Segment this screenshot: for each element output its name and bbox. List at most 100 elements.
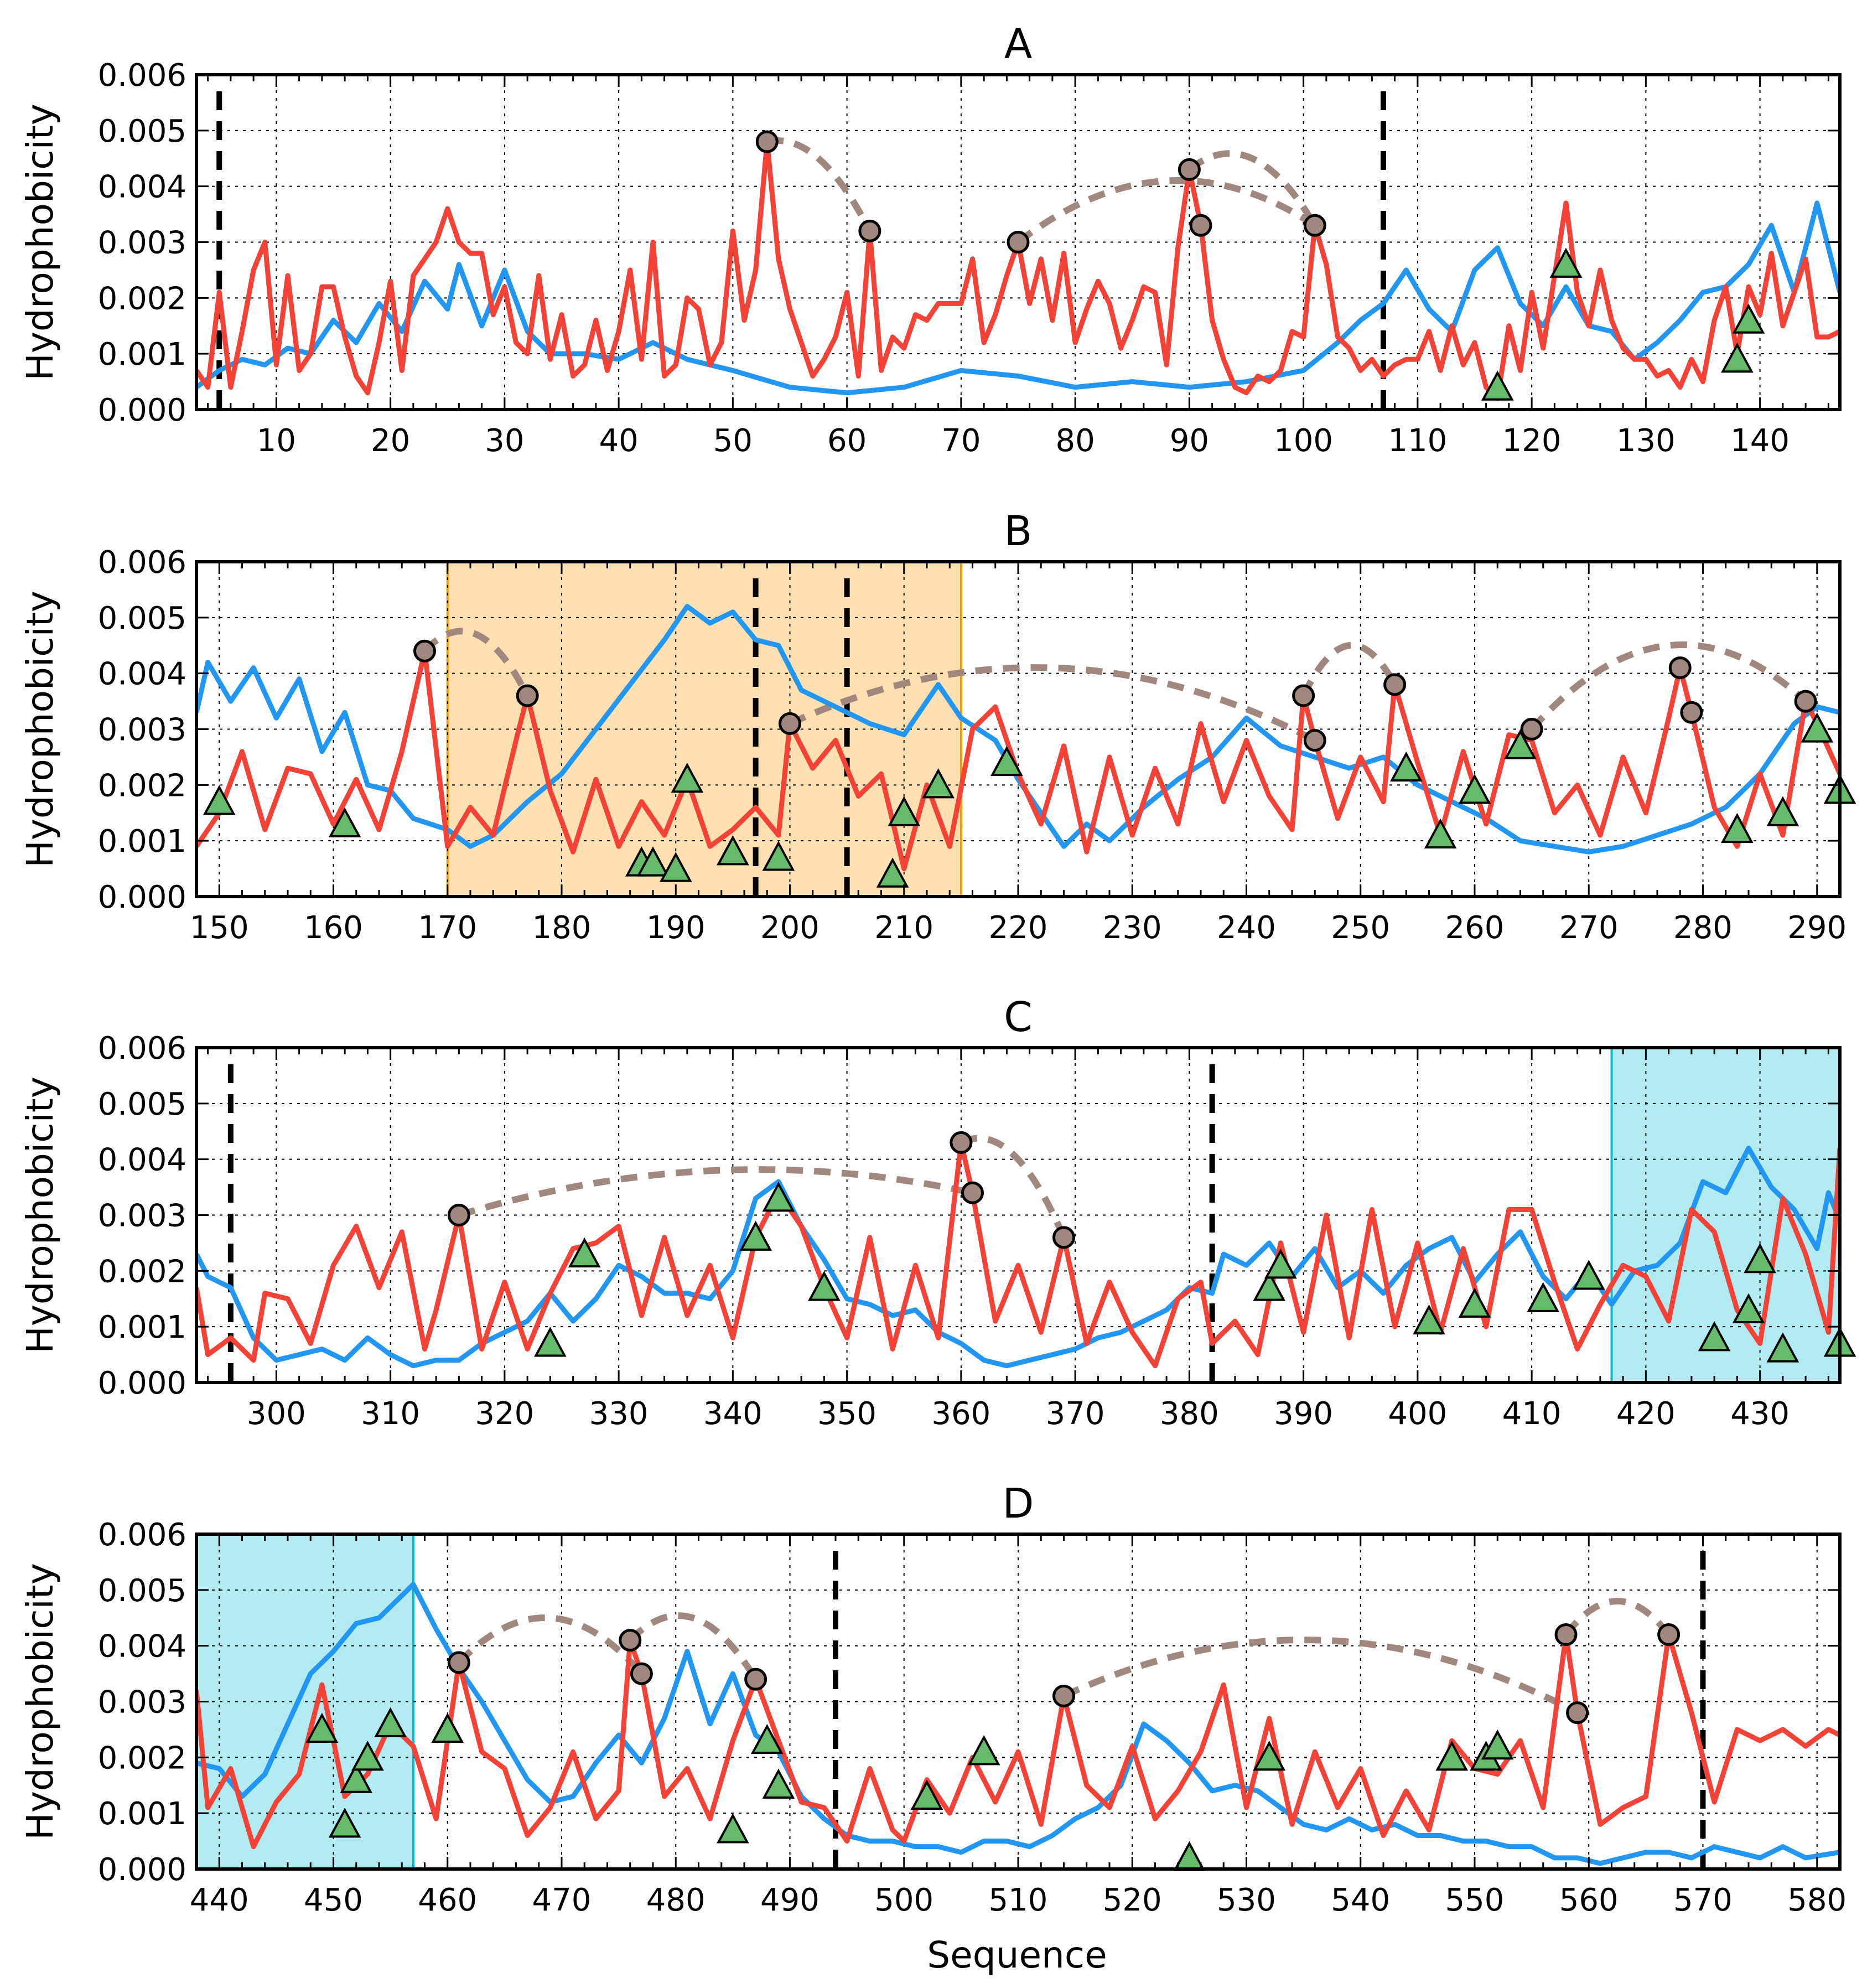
triangle-marker <box>1527 1282 1560 1312</box>
y-tick-label: 0.002 <box>98 1740 186 1776</box>
y-tick-label: 0.001 <box>98 824 186 860</box>
y-tick-label: 0.000 <box>98 1365 186 1401</box>
panel-d: 440 450 460 470 480 490 500 510 520 530 540 550 560 5… <box>19 1480 1847 1918</box>
triangle-marker <box>1504 729 1537 759</box>
y-tick-label: 0.001 <box>98 1309 186 1345</box>
circle-marker <box>1657 1623 1681 1646</box>
contact-arc <box>422 628 531 697</box>
circle-marker <box>630 1662 653 1685</box>
triangle-marker <box>203 785 236 815</box>
circle-marker <box>1680 701 1703 724</box>
triangle-marker <box>328 807 361 838</box>
contact-arc <box>1187 150 1318 227</box>
x-tick-label: 520 <box>1103 1882 1162 1918</box>
x-tick-label: 460 <box>418 1882 477 1918</box>
triangle-marker <box>431 1712 464 1743</box>
y-tick-label: 0.002 <box>98 768 186 804</box>
y-tick-label: 0.005 <box>98 600 186 636</box>
x-tick-label: 470 <box>532 1882 592 1918</box>
circle-marker <box>961 1181 984 1204</box>
x-tick-label: 430 <box>1730 1396 1790 1432</box>
x-tick-label: 310 <box>361 1396 420 1432</box>
circle-marker <box>1566 1701 1589 1725</box>
triangle-marker <box>1253 1741 1286 1771</box>
x-tick-label: 250 <box>1331 910 1390 946</box>
circle-marker <box>1052 1226 1075 1249</box>
y-tick-label: 0.006 <box>98 1517 186 1553</box>
circle-marker <box>1052 1684 1075 1707</box>
plot-content <box>196 1064 1840 1383</box>
triangle-marker <box>1458 1287 1491 1318</box>
x-tick-label: 170 <box>418 910 477 946</box>
triangle-marker <box>340 1763 373 1793</box>
x-tick-label: 320 <box>475 1396 534 1432</box>
contact-arc <box>627 1612 759 1681</box>
triangle-marker <box>1744 1242 1776 1273</box>
circle-marker <box>755 130 779 153</box>
circle-marker <box>447 1204 470 1226</box>
triangle-marker <box>762 1182 795 1212</box>
triangle-marker <box>1698 1321 1731 1352</box>
x-tick-label: 110 <box>1388 423 1447 459</box>
x-tick-label: 510 <box>989 1882 1048 1918</box>
triangle-marker <box>1549 247 1583 278</box>
circle-marker <box>1007 231 1030 253</box>
panel-title: A <box>1004 20 1033 68</box>
x-tick-label: 490 <box>760 1882 820 1918</box>
triangle-marker <box>1413 1304 1445 1335</box>
triangle-marker <box>1424 818 1457 849</box>
y-tick-label: 0.004 <box>98 1629 186 1665</box>
x-tick-label: 10 <box>257 423 296 459</box>
y-tick-label: 0.005 <box>98 1573 186 1609</box>
y-tick-label: 0.003 <box>98 225 186 261</box>
triangle-marker <box>762 1768 795 1799</box>
y-tick-label: 0.005 <box>98 1086 186 1122</box>
triangle-marker <box>922 768 955 799</box>
circle-marker <box>1383 673 1407 696</box>
plot-content <box>196 578 1840 897</box>
series-line-blue <box>196 1582 1840 1866</box>
y-tick-label: 0.003 <box>98 1198 186 1234</box>
y-tick-label: 0.004 <box>98 169 186 205</box>
circle-marker <box>1668 656 1692 680</box>
x-tick-label: 580 <box>1787 1882 1847 1918</box>
x-tick-label: 410 <box>1502 1396 1562 1432</box>
x-tick-label: 190 <box>646 910 706 946</box>
contact-arc <box>1563 1598 1672 1637</box>
triangle-marker <box>1732 303 1765 334</box>
triangle-marker <box>1721 812 1754 843</box>
triangle-marker <box>762 841 795 871</box>
circle-marker <box>1794 690 1817 713</box>
y-tick-label: 0.002 <box>98 281 186 317</box>
panel-title: B <box>1004 508 1033 555</box>
circle-marker <box>1520 718 1543 741</box>
contact-arc <box>458 1166 973 1219</box>
x-tick-label: 530 <box>1217 1882 1276 1918</box>
triangle-marker <box>1766 1332 1799 1363</box>
x-tick-label: 180 <box>532 910 592 946</box>
panel-b: 150 160 170 180 190 200 210 220 230 240 250 260 270 2… <box>19 508 1856 946</box>
circle-marker <box>619 1629 642 1652</box>
triangle-marker <box>1435 1741 1469 1771</box>
x-tick-label: 30 <box>485 423 524 459</box>
x-tick-label: 150 <box>190 910 249 946</box>
circle-marker <box>779 712 801 735</box>
x-axis-title: Sequence <box>927 1934 1107 1976</box>
y-tick-label: 0.004 <box>98 656 186 692</box>
triangle-marker <box>1572 1260 1605 1290</box>
triangle-marker <box>1481 1729 1514 1760</box>
y-tick-label: 0.000 <box>98 1852 186 1888</box>
x-tick-label: 240 <box>1217 910 1276 946</box>
x-tick-label: 560 <box>1559 1882 1619 1918</box>
y-axis-title: Hydrophobicity <box>19 591 61 868</box>
x-tick-label: 270 <box>1559 910 1619 946</box>
triangle-marker <box>1389 751 1423 782</box>
x-tick-label: 220 <box>989 910 1048 946</box>
x-tick-label: 200 <box>760 910 820 946</box>
x-tick-label: 390 <box>1274 1396 1333 1432</box>
x-tick-label: 230 <box>1103 910 1162 946</box>
y-tick-label: 0.000 <box>98 879 186 915</box>
x-tick-label: 280 <box>1673 910 1733 946</box>
y-tick-label: 0.006 <box>98 545 186 581</box>
